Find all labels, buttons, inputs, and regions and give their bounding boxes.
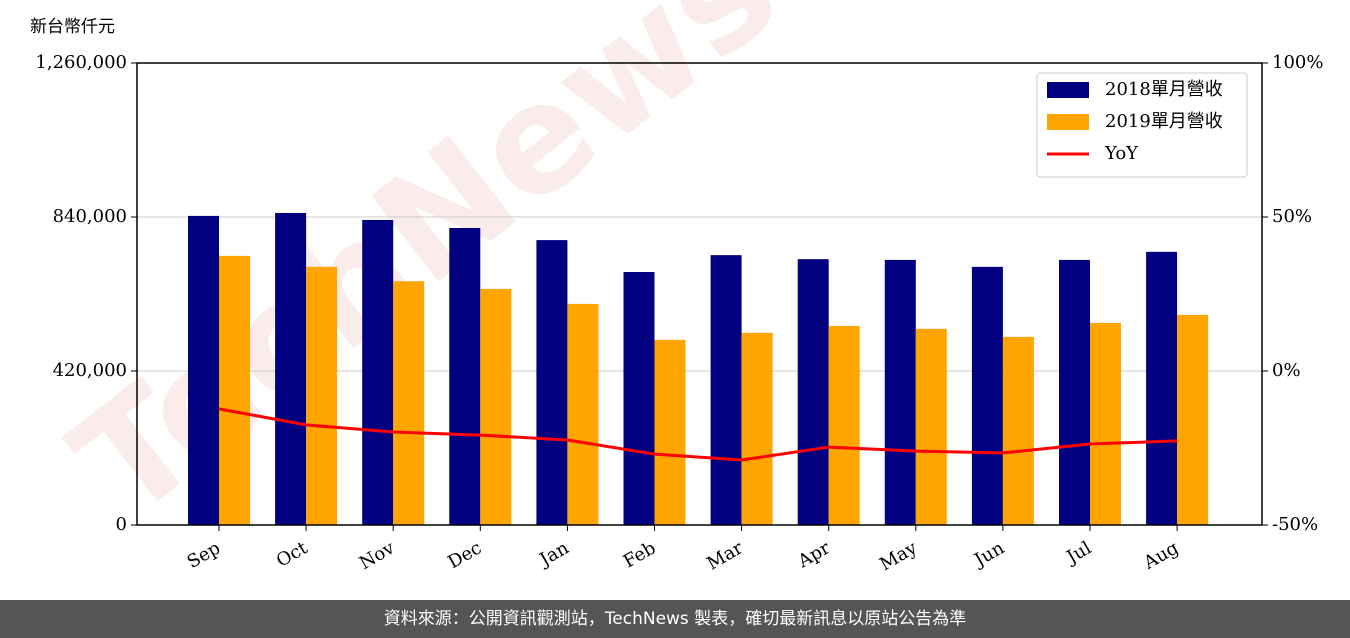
- footer: 資料來源：公開資訊觀測站，TechNews 製表，確切最新訊息以原站公告為準: [0, 600, 1350, 638]
- bar: [393, 281, 425, 525]
- y-tick-label: 1,260,000: [35, 52, 127, 73]
- x-tick-label: Aug: [1139, 537, 1182, 574]
- bar: [306, 266, 338, 525]
- x-tick-label: Oct: [273, 537, 312, 572]
- x-tick-label: May: [876, 537, 921, 575]
- bar: [741, 332, 773, 525]
- y2-tick-label: 100%: [1272, 52, 1323, 73]
- y-tick-label: 0: [116, 514, 127, 535]
- watermark: TechNews: [43, 0, 808, 552]
- bar: [275, 212, 307, 525]
- y2-tick-label: -50%: [1272, 514, 1318, 535]
- bar: [654, 339, 686, 525]
- legend-label: 2018單月營收: [1105, 79, 1223, 100]
- legend-swatch: [1047, 114, 1089, 130]
- legend-label: 2019單月營收: [1105, 111, 1223, 132]
- bar: [536, 240, 568, 525]
- chart: TechNews 新台幣仟元 0 420,000 840,000 1,260,000 -…: [30, 0, 1323, 575]
- x-tick-label: Dec: [444, 537, 485, 573]
- bar: [449, 228, 481, 525]
- bar: [480, 288, 512, 525]
- bar: [219, 255, 250, 525]
- bar: [623, 272, 655, 525]
- plot-frame: [136, 62, 1263, 526]
- bar: [1002, 336, 1034, 525]
- bar: [188, 215, 219, 525]
- y-tick-label: 420,000: [53, 360, 127, 381]
- x-tick-label: Jan: [535, 537, 573, 571]
- legend-box: [1036, 72, 1248, 178]
- bar: [828, 325, 860, 525]
- bar: [710, 255, 742, 525]
- x-tick-label: Jun: [969, 537, 1008, 572]
- x-tick-label: Feb: [620, 537, 660, 572]
- y-tick-label: 840,000: [53, 206, 127, 227]
- y2-tick-label: 0%: [1272, 360, 1301, 381]
- y-axis-label: 新台幣仟元: [30, 17, 115, 37]
- bar: [915, 328, 947, 525]
- bar: [1177, 314, 1209, 525]
- bar: [884, 259, 916, 525]
- x-tick-label: Sep: [184, 537, 224, 572]
- legend-swatch: [1047, 82, 1089, 98]
- x-tick-label: Apr: [794, 537, 834, 572]
- bar: [1090, 322, 1121, 525]
- x-tick-label: Mar: [703, 537, 747, 574]
- bar: [362, 219, 394, 525]
- bar: [1059, 259, 1090, 525]
- line: [218, 407, 1178, 462]
- bar: [1146, 251, 1178, 526]
- x-tick-label: Jul: [1061, 537, 1095, 569]
- y2-tick-label: 50%: [1272, 206, 1312, 227]
- legend-label: YoY: [1104, 143, 1139, 164]
- bar: [567, 303, 599, 525]
- bar: [971, 266, 1003, 525]
- x-tick-label: Nov: [356, 537, 399, 574]
- bar: [797, 259, 829, 525]
